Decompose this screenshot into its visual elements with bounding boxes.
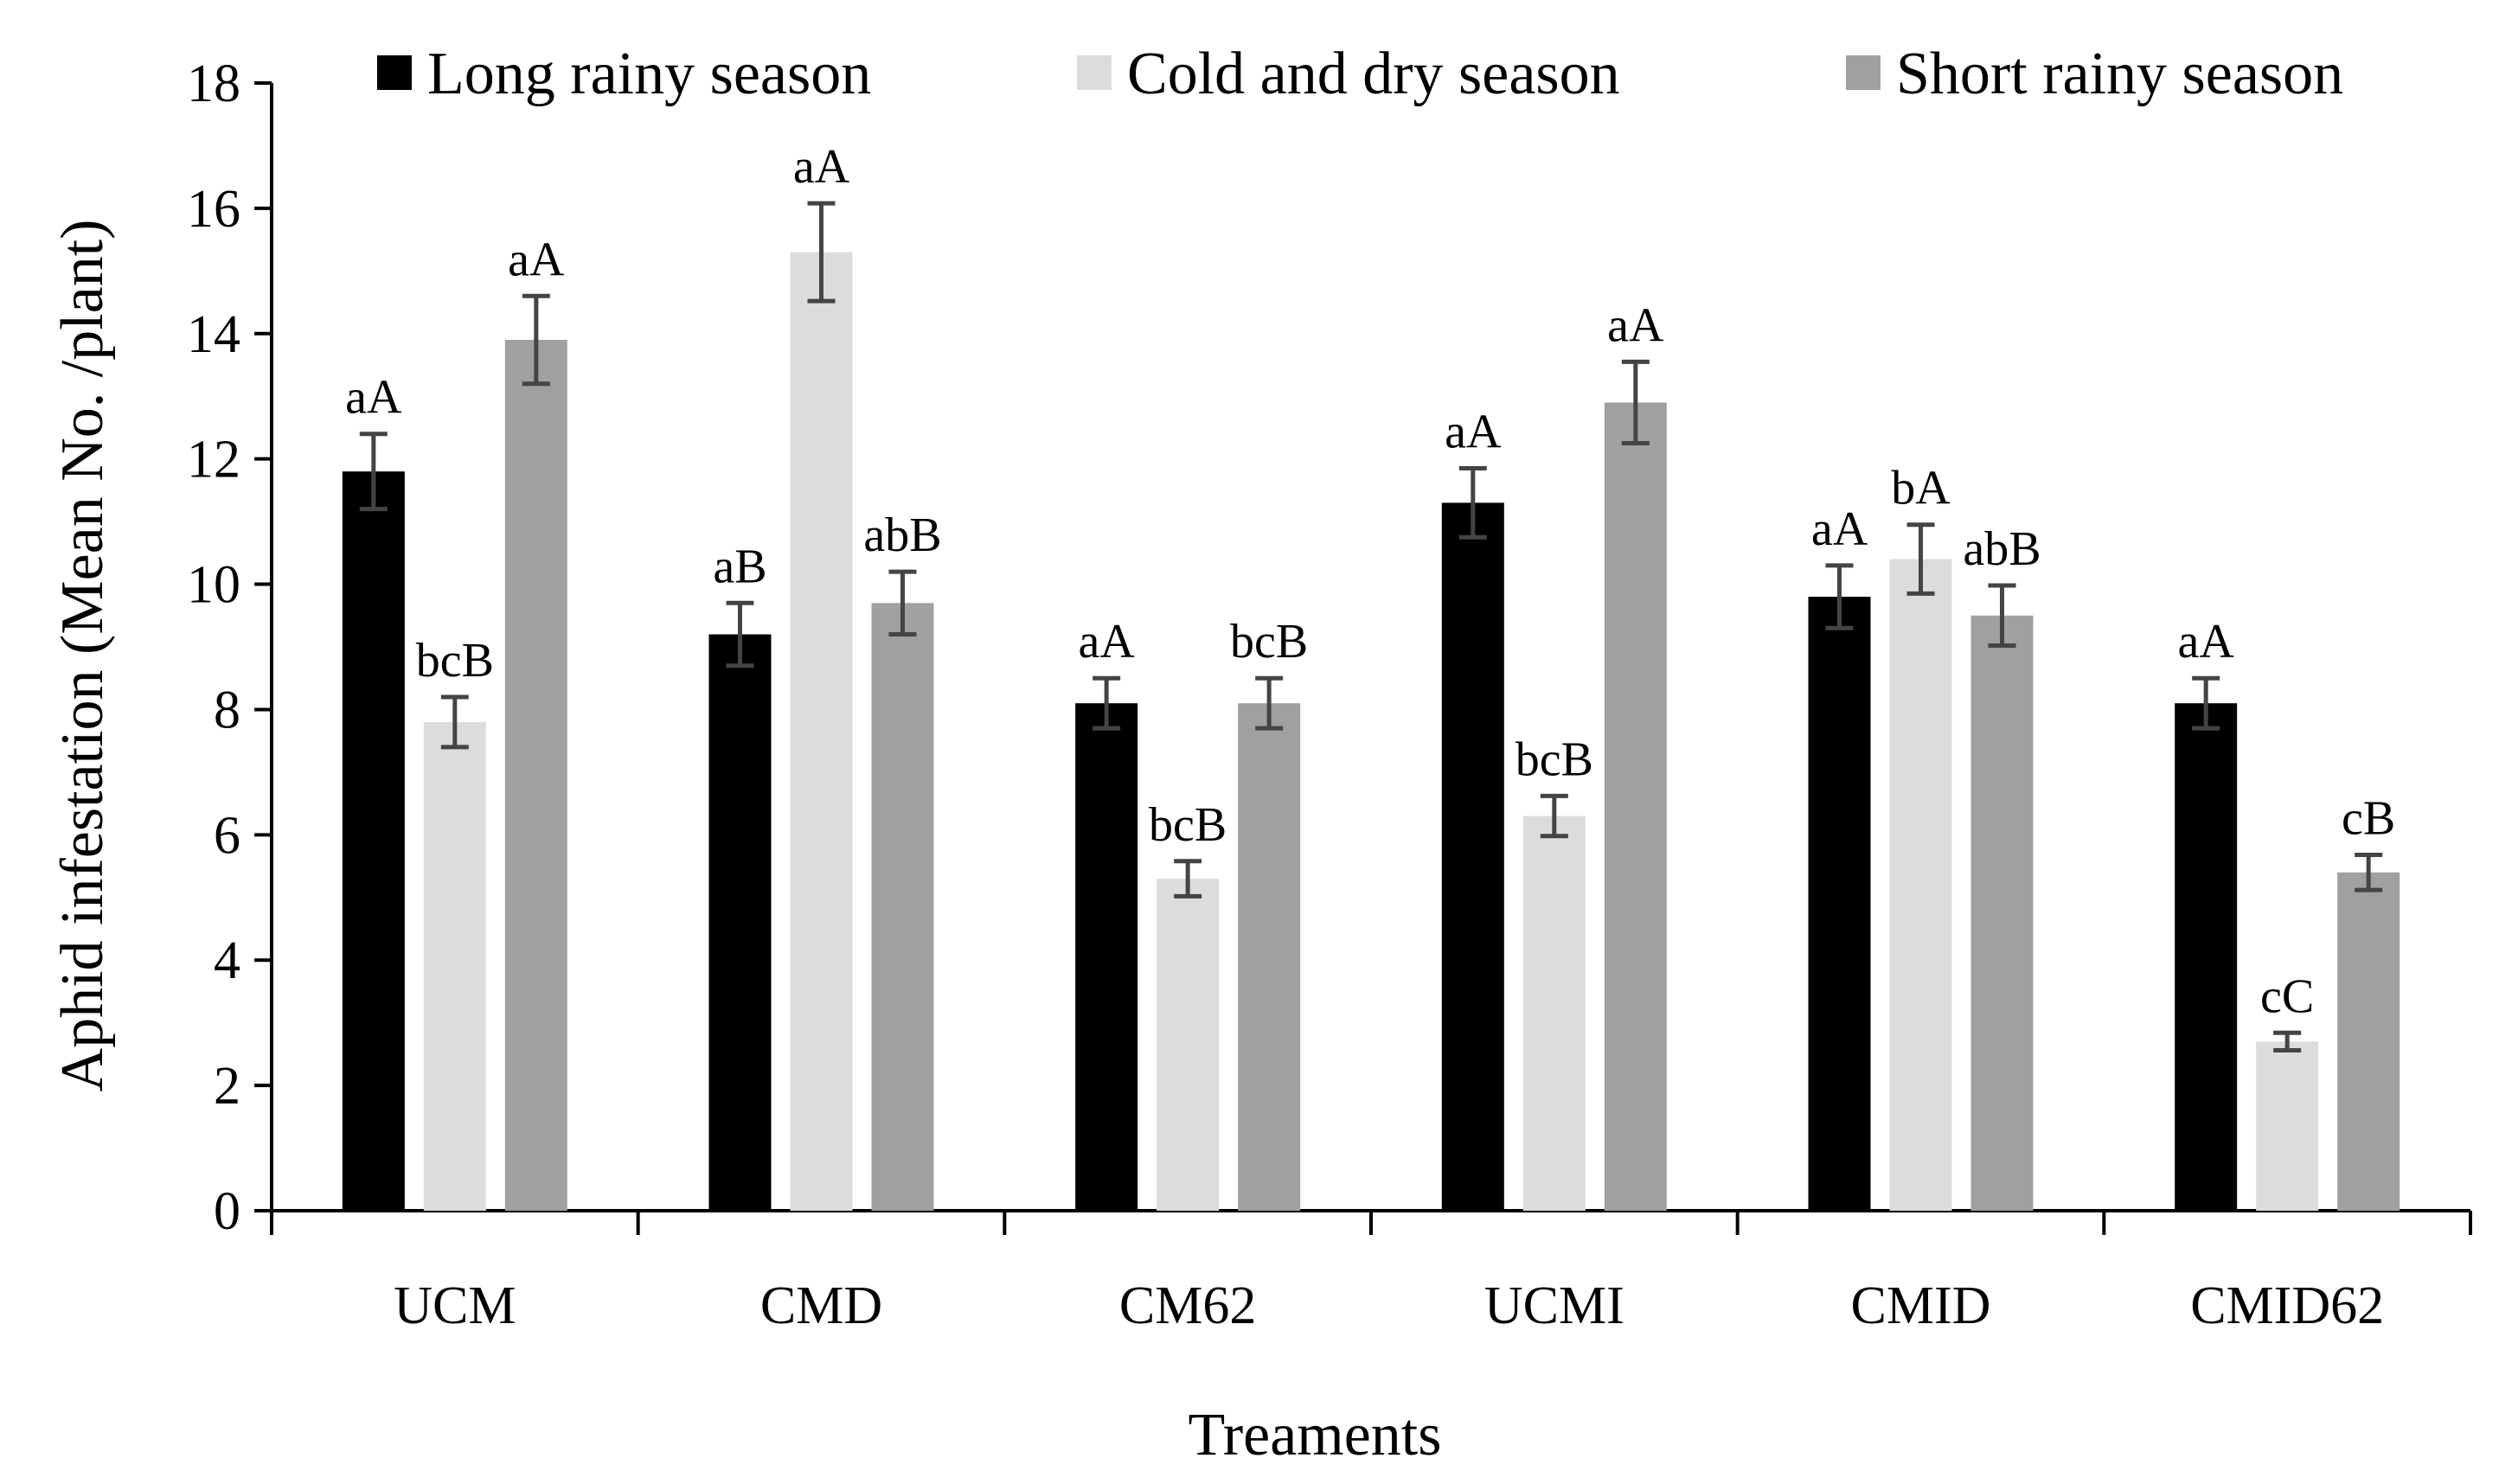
data-label: aA	[1079, 615, 1136, 668]
data-label: aA	[1445, 406, 1502, 459]
bar	[423, 721, 486, 1211]
data-label: cC	[2260, 969, 2314, 1023]
data-label: aA	[793, 140, 850, 194]
data-label: abB	[1963, 522, 2041, 576]
data-label: aB	[713, 540, 766, 593]
data-label: bcB	[1149, 798, 1227, 852]
y-tick-label: 6	[214, 806, 240, 865]
y-axis-title: Aphid infestation (Mean No. /plant)	[49, 220, 116, 1092]
bars: aA aB aA aA aA aA bcB aA bcB bcB bA cC aA abB bcB aA abB…	[342, 140, 2400, 1212]
bar	[1441, 502, 1504, 1211]
data-label: aA	[508, 233, 565, 286]
bar	[1604, 402, 1667, 1211]
bar	[2256, 1041, 2319, 1211]
data-label: bcB	[1515, 732, 1593, 786]
bar	[504, 340, 567, 1211]
bar	[708, 634, 772, 1211]
bar	[1889, 559, 1952, 1211]
x-tick-label: CMID62	[2190, 1276, 2384, 1335]
x-tick-label: UCM	[394, 1276, 516, 1335]
data-label: abB	[863, 509, 941, 562]
legend-label: Short rainy season	[1896, 41, 2343, 107]
y-tick-label: 12	[187, 431, 240, 489]
legend-swatch	[1077, 55, 1112, 90]
legend-swatch	[1846, 55, 1881, 90]
bar	[1075, 703, 1138, 1211]
y-tick-label: 8	[214, 681, 240, 739]
legend-label: Cold and dry season	[1127, 41, 1620, 107]
x-tick-label: CM62	[1119, 1276, 1256, 1335]
x-tick-label: CMID	[1851, 1276, 1991, 1335]
y-tick-label: 0	[214, 1182, 240, 1241]
data-label: bcB	[416, 634, 494, 688]
y-tick-label: 4	[214, 931, 240, 990]
data-label: aA	[1811, 502, 1868, 556]
legend-swatch	[377, 55, 412, 90]
bar	[790, 252, 853, 1212]
y-tick-label: 16	[187, 180, 240, 239]
x-axis-title: Treaments	[1189, 1402, 1442, 1468]
bar	[2175, 703, 2238, 1211]
bar	[1808, 597, 1871, 1211]
x-tick-label: CMD	[760, 1276, 882, 1335]
y-tick-label: 14	[187, 305, 240, 364]
data-label: bA	[1891, 462, 1951, 515]
data-label: bcB	[1230, 615, 1308, 668]
bar	[871, 603, 934, 1211]
bar	[1970, 615, 2034, 1211]
bar	[1522, 816, 1586, 1211]
y-tick-label: 18	[187, 54, 240, 113]
bar	[1238, 703, 1301, 1211]
legend: Long rainy season Cold and dry season Shor…	[377, 41, 2343, 107]
data-label: aA	[345, 371, 402, 425]
bar	[1157, 879, 1220, 1211]
legend-label: Long rainy season	[427, 41, 871, 107]
bar	[342, 471, 405, 1211]
data-label: cB	[2342, 792, 2395, 846]
data-label: aA	[2178, 615, 2235, 668]
x-tick-label: UCMI	[1484, 1276, 1624, 1335]
data-label: aA	[1607, 298, 1664, 352]
bar	[2337, 872, 2400, 1211]
y-tick-label: 10	[187, 556, 240, 615]
x-axis: UCM CMD CM62 UCMI CMID CMID62	[270, 1209, 2472, 1335]
y-tick-label: 2	[214, 1057, 240, 1116]
y-axis: 0 2 4 6 8 10 12 14 16 18	[187, 54, 273, 1241]
